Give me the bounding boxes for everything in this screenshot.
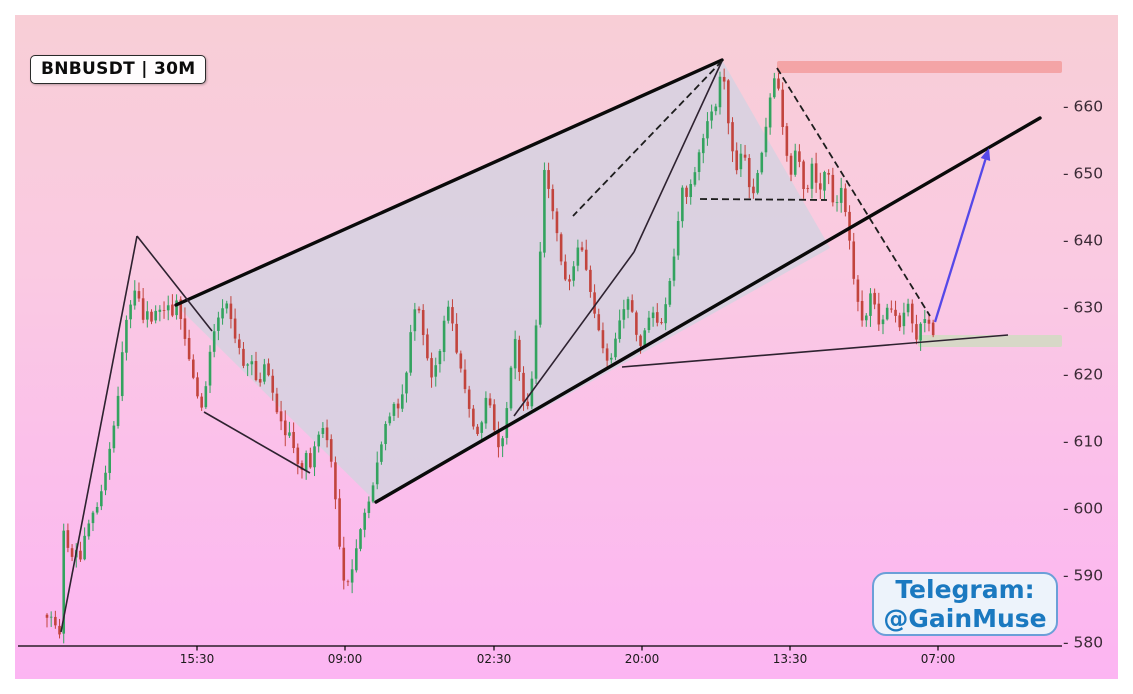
x-axis-tick-label: 13:30 <box>773 652 808 666</box>
symbol-timeframe-badge: BNBUSDT | 30M <box>30 55 207 84</box>
candles <box>45 68 935 644</box>
channel-shade <box>176 60 830 502</box>
telegram-watermark: Telegram: @GainMuse <box>872 572 1058 636</box>
y-axis-tick-label: - 620 <box>1063 366 1103 384</box>
mid-rally-line-2 <box>633 60 723 253</box>
mid-decline-line <box>203 411 311 474</box>
y-axis-tick-label: - 600 <box>1063 500 1103 518</box>
y-axis-tick-label: - 640 <box>1063 232 1103 250</box>
peak-retrace-dashed <box>572 60 723 217</box>
projection-arrow-head <box>980 148 991 161</box>
x-axis-tick-label: 20:00 <box>625 652 660 666</box>
support-trendline <box>621 334 1009 368</box>
watermark-line2: @GainMuse <box>883 604 1047 633</box>
left-decline-line <box>136 235 213 332</box>
mid-rally-line-1 <box>513 251 635 417</box>
y-axis-tick-label: - 590 <box>1063 567 1103 585</box>
y-axis-tick-label: - 650 <box>1063 165 1103 183</box>
neckline-dashed <box>699 198 828 201</box>
y-axis-tick-label: - 660 <box>1063 98 1103 116</box>
x-axis-tick-label: 09:00 <box>328 652 363 666</box>
y-axis-tick-label: - 630 <box>1063 299 1103 317</box>
projection-arrow-shaft <box>933 159 987 323</box>
watermark-line1: Telegram: <box>895 575 1035 604</box>
lower-channel-line <box>374 116 1042 504</box>
x-axis-tick-label: 07:00 <box>921 652 956 666</box>
resistance-zone <box>777 61 1062 73</box>
y-axis-tick-label: - 610 <box>1063 433 1103 451</box>
second-peak-decline-dashed <box>776 67 931 317</box>
x-axis-tick-label: 02:30 <box>477 652 512 666</box>
x-axis-tick-label: 15:30 <box>180 652 215 666</box>
y-axis-tick-label: - 580 <box>1063 634 1103 652</box>
support-zone <box>918 335 1062 347</box>
left-rally-line <box>60 235 138 633</box>
upper-channel-line <box>174 58 724 307</box>
